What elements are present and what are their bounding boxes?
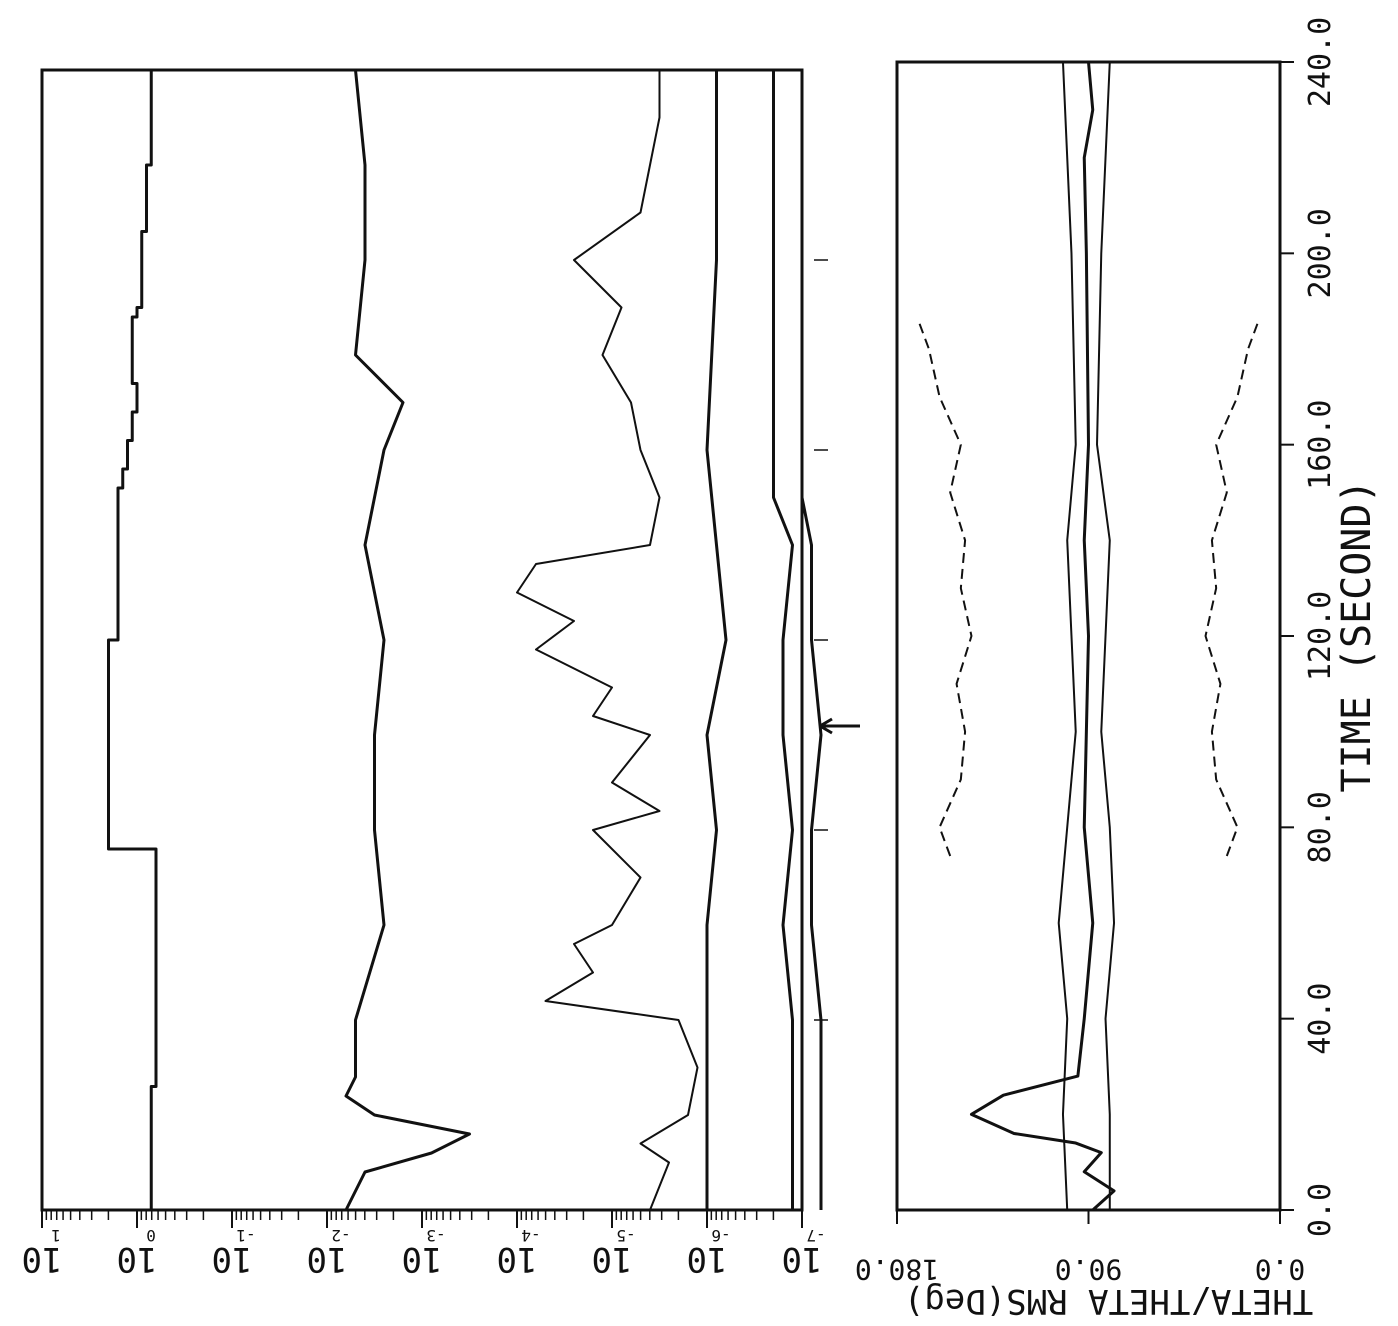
theta-tick-text: 0.0 — [1255, 1253, 1306, 1286]
series-upper — [344, 69, 471, 1211]
theta-tick-label: 180.0 — [855, 1253, 939, 1286]
right-theta-plot — [895, 60, 1294, 1224]
series-rms_plus — [1096, 61, 1116, 1210]
series-dash_upper — [917, 319, 973, 857]
left-plot-series — [107, 69, 823, 1211]
theta-tick-label: 0.0 — [1255, 1253, 1306, 1286]
decade-tick-label: 100 — [117, 1226, 158, 1279]
tick-base: 10 — [782, 1239, 823, 1279]
series-mid — [516, 70, 699, 1211]
right-plot-ticks — [896, 61, 1294, 1224]
series-level6 — [772, 70, 794, 1210]
decade-tick-label: 10-4 — [497, 1226, 541, 1279]
time-tick-label: 200.0 — [1303, 208, 1338, 298]
theta-tick-text: 180.0 — [855, 1253, 939, 1286]
time-tick-label: 160.0 — [1303, 400, 1338, 490]
decade-tick-label: 10-5 — [592, 1226, 636, 1279]
theta-tick-label: 90.0 — [1055, 1253, 1122, 1286]
time-tick-label: 80.0 — [1303, 791, 1338, 863]
time-tick-text: 240.0 — [1303, 17, 1338, 107]
series-level7 — [800, 70, 823, 1210]
decade-tick-label: 10-6 — [687, 1226, 731, 1279]
tick-base: 10 — [212, 1239, 253, 1279]
tick-base: 10 — [22, 1239, 63, 1279]
tick-exponent: 1 — [51, 1226, 61, 1245]
tick-base: 10 — [117, 1239, 158, 1279]
tick-exponent: -5 — [616, 1226, 635, 1245]
time-tick-label: 40.0 — [1303, 983, 1338, 1055]
series-theta — [969, 61, 1116, 1212]
series-rms_minus — [1057, 61, 1077, 1211]
time-tick-label: 120.0 — [1303, 591, 1338, 681]
tick-exponent: -2 — [331, 1226, 350, 1245]
tick-base: 10 — [687, 1239, 728, 1279]
tick-base: 10 — [592, 1239, 633, 1279]
time-tick-text: 0.0 — [1303, 1183, 1338, 1237]
time-tick-text: 40.0 — [1303, 983, 1338, 1055]
right-plot-series — [917, 61, 1260, 1212]
time-tick-label: 240.0 — [1303, 17, 1338, 107]
decade-tick-label: 10-7 — [782, 1226, 826, 1279]
time-tick-text: 120.0 — [1303, 591, 1338, 681]
tick-base: 10 — [497, 1239, 538, 1279]
left-plot-ticks — [41, 259, 828, 1228]
tick-exponent: -3 — [426, 1226, 445, 1245]
left-log-plot — [40, 68, 828, 1228]
decade-tick-label: 10-3 — [402, 1226, 446, 1279]
x-axis-title: TIME (SECOND) — [1334, 479, 1380, 792]
y-axis-title: THETA/THETA RMS(Deg) — [904, 1281, 1313, 1321]
theta-tick-text: 90.0 — [1055, 1253, 1122, 1286]
decade-tick-label: 10-2 — [307, 1226, 351, 1279]
series-level5 — [705, 70, 728, 1210]
tick-exponent: -7 — [806, 1226, 825, 1245]
series-dash_lower — [1204, 319, 1260, 857]
tick-exponent: -6 — [711, 1226, 730, 1245]
decade-tick-label: 10-1 — [212, 1226, 256, 1279]
time-tick-text: 80.0 — [1303, 791, 1338, 863]
time-marker-arrow — [819, 717, 860, 735]
time-tick-text: 160.0 — [1303, 400, 1338, 490]
tick-exponent: -1 — [236, 1226, 255, 1245]
annotations — [819, 717, 860, 735]
tick-exponent: 0 — [146, 1226, 156, 1245]
time-tick-label: 0.0 — [1303, 1183, 1338, 1237]
tick-base: 10 — [307, 1239, 348, 1279]
tick-base: 10 — [402, 1239, 443, 1279]
x-axis-title-text: TIME (SECOND) — [1334, 479, 1380, 792]
tick-exponent: -4 — [521, 1226, 540, 1245]
axis-labels: 10110010-110-210-310-410-510-610-70.090.… — [22, 17, 1380, 1321]
series-step — [107, 70, 158, 1210]
time-tick-text: 200.0 — [1303, 208, 1338, 298]
decade-tick-label: 101 — [22, 1226, 63, 1279]
y-axis-title-text: THETA/THETA RMS(Deg) — [904, 1281, 1313, 1321]
